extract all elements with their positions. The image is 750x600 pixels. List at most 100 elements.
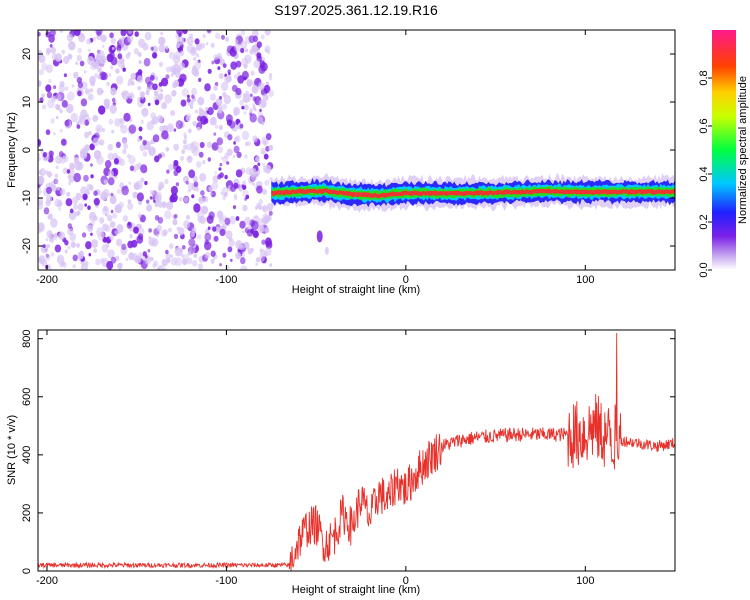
noise-blob [152,134,160,143]
noise-blob [238,186,243,192]
noise-blob [45,84,52,93]
noise-blob [186,36,194,46]
noise-blob [38,139,41,145]
noise-blob [171,67,178,75]
noise-blob [53,132,56,136]
noise-blob [110,192,114,197]
noise-blob [48,78,52,84]
noise-blob [221,81,229,92]
noise-blob [97,50,105,60]
noise-blob [192,175,198,182]
y-tick-label: -10 [21,190,33,206]
noise-blob [213,132,217,136]
noise-blob [38,170,43,175]
noise-blob [166,123,174,133]
snr-plot-area [38,330,675,571]
noise-blob [230,184,237,192]
noise-blob [170,254,173,258]
noise-blob [262,188,268,195]
noise-blob [234,74,238,79]
noise-blob [170,73,174,77]
noise-blob [244,154,248,159]
noise-blob [161,77,169,87]
colorbar-gradient [712,30,736,270]
noise-blob [246,229,253,237]
noise-blob [114,230,119,235]
noise-blob [184,135,187,140]
noise-blob [73,30,81,36]
noise-blob [66,191,71,197]
snr-x-label: Height of straight line (km) [292,584,420,596]
noise-blob [215,32,221,40]
noise-blob [216,137,223,146]
noise-blob [241,184,244,188]
noise-blob [104,224,111,233]
noise-blob [268,210,273,216]
noise-blob [147,102,151,106]
noise-blob [55,165,59,170]
noise-blob [68,41,76,51]
noise-blob [200,115,208,125]
noise-blob [200,190,205,196]
noise-blob [101,44,105,48]
noise-blob [170,110,176,116]
noise-blob [225,230,233,240]
noise-blob [77,90,82,97]
noise-blob [110,256,117,264]
noise-blob [146,204,153,212]
noise-blob [173,233,179,239]
noise-blob [103,179,108,184]
noise-blob [142,93,145,97]
noise-blob [225,37,230,42]
noise-blob [228,72,231,76]
noise-blob [212,226,217,232]
noise-blob [154,99,160,106]
noise-blob [236,151,242,159]
noise-blob [116,45,122,52]
noise-blob [150,140,153,145]
noise-blob [145,76,152,85]
noise-blob [64,249,68,254]
noise-blob [264,227,270,234]
ridge-core-band [271,188,675,199]
noise-blob [127,30,133,35]
noise-blob [221,186,229,196]
noise-blob [90,232,93,236]
noise-blob [219,95,222,100]
noise-blob [198,197,202,202]
noise-blob [120,124,124,129]
noise-blob [95,258,101,266]
noise-blob [168,51,175,60]
noise-blob [54,173,59,179]
noise-blob [204,239,209,245]
noise-blob [193,203,201,213]
noise-blob [262,162,266,167]
noise-blob [161,130,169,140]
noise-blob [100,89,104,94]
spectrogram-y-ticks: -20 -10 0 10 20 [21,48,675,254]
noise-blob [128,155,136,165]
noise-blob [205,42,209,46]
noise-blob [142,43,149,51]
noise-blob [140,177,145,183]
noise-blob [252,135,258,143]
noise-blob [140,164,148,174]
y-tick-label: 800 [21,330,33,348]
noise-blob [50,252,55,257]
noise-blob [79,32,85,39]
noise-blob [38,187,42,196]
noise-blob [237,71,241,77]
noise-blob [179,197,183,202]
noise-blob [112,46,115,51]
noise-blob [107,170,115,178]
noise-blob [232,205,237,210]
noise-blob [250,70,255,76]
snr-frame [37,329,676,572]
noise-blob [178,32,182,38]
noise-blob [138,252,143,258]
noise-blob [45,237,49,242]
noise-blob [250,248,254,252]
noise-blob [84,203,87,207]
noise-blob [241,70,249,80]
noise-blob [165,66,171,73]
